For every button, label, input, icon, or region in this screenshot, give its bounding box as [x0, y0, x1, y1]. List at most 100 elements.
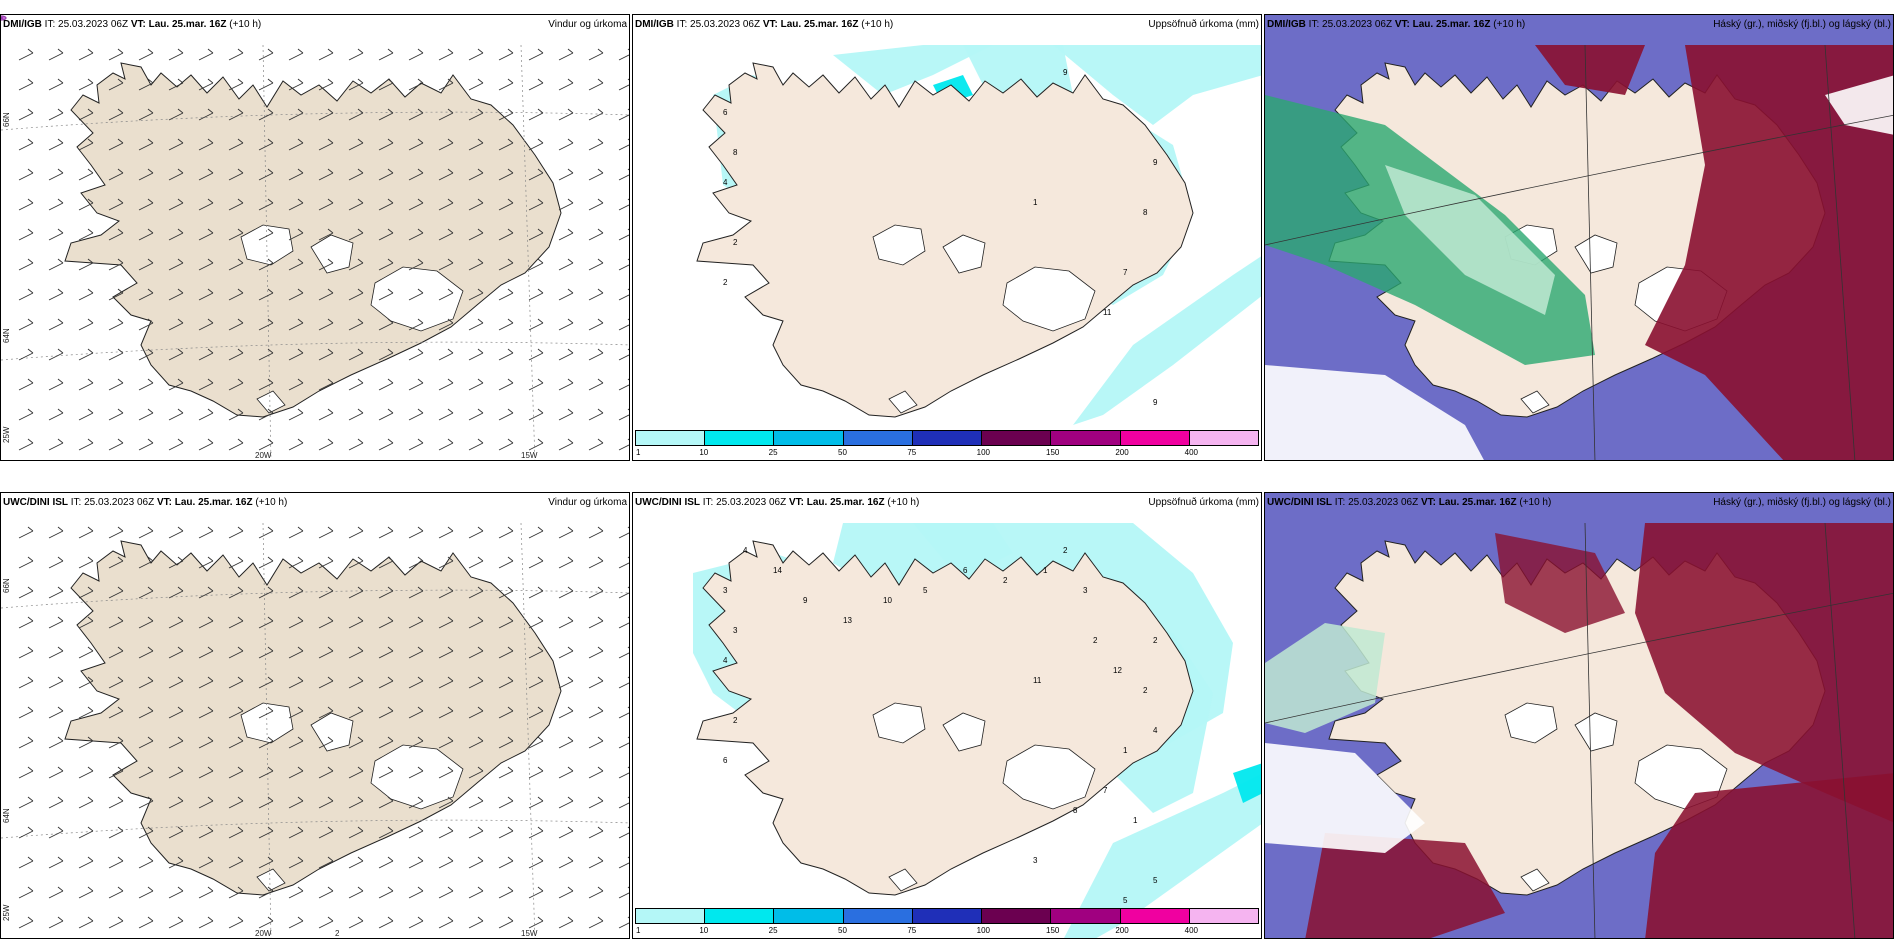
wind-barb: [378, 710, 394, 719]
precip-value-labels: 1.33.40.0.0.30.0.20.30.0.80.: [1, 498, 14, 528]
wind-barb: [408, 292, 424, 301]
wind-barb-flag: [357, 438, 364, 444]
issue-time: IT: 25.03.2023 06Z: [702, 497, 787, 508]
wind-barb-flag: [447, 138, 454, 144]
wind-barb-flag: [207, 78, 214, 84]
wind-barb-flag: [357, 138, 364, 144]
wind-barb-flag: [27, 586, 34, 592]
accum-value: 1: [1133, 816, 1138, 825]
wind-barb-flag: [177, 676, 184, 682]
wind-barb: [228, 442, 244, 451]
wind-barb-flag: [477, 348, 484, 354]
wind-barb: [48, 142, 64, 151]
legend-tick: 200: [1115, 926, 1129, 935]
wind-barb: [168, 142, 184, 151]
wind-barb: [108, 382, 124, 391]
wind-barb-flag: [27, 138, 34, 144]
precip-value-labels: 0.62.0.0.0.70.1.70.62.0.3.30.0.50.: [1, 30, 14, 60]
accum-area: [1064, 774, 1261, 938]
legend-tick: 1: [636, 448, 641, 457]
wind-barb-flag: [297, 586, 304, 592]
wind-barb-flag: [207, 766, 214, 772]
wind-barb-flag: [27, 706, 34, 712]
wind-barb-flag: [357, 108, 364, 114]
wind-barb: [48, 530, 64, 539]
wind-barb-flag: [267, 706, 274, 712]
wind-barb-flag: [477, 48, 484, 54]
wind-barb: [198, 412, 214, 421]
wind-barb: [558, 740, 574, 749]
wind-barb-flag: [177, 526, 184, 532]
wind-barb-flag: [297, 826, 304, 832]
wind-barb-flag: [87, 438, 94, 444]
wind-barb-flag: [537, 348, 544, 354]
wind-barb: [258, 680, 274, 689]
wind-barb-flag: [417, 676, 424, 682]
wind-barb-flag: [537, 826, 544, 832]
wind-barb-flag: [147, 168, 154, 174]
wind-barb: [468, 352, 484, 361]
precip-value: 0.8: [1, 518, 14, 528]
accum-value: 8: [733, 148, 738, 157]
wind-barb: [408, 442, 424, 451]
wind-barb: [228, 262, 244, 271]
wind-barb-flag: [507, 228, 514, 234]
wind-barb-flag: [567, 886, 574, 892]
wind-barb-flag: [267, 228, 274, 234]
wind-barb: [498, 232, 514, 241]
wind-barb-flag: [57, 318, 64, 324]
wind-barb-flag: [627, 766, 629, 769]
wind-barb-flag: [387, 676, 394, 682]
wind-barb: [18, 142, 34, 151]
wind-barb: [138, 232, 154, 241]
wind-barb-flag: [567, 646, 574, 652]
wind-barb-flag: [237, 258, 244, 264]
wind-barb: [408, 322, 424, 331]
low-cloud-area: [1385, 165, 1555, 315]
wind-barb: [468, 920, 484, 929]
wind-barb: [228, 382, 244, 391]
wind-barb: [228, 292, 244, 301]
legend-swatch: [912, 909, 983, 923]
wind-barb-flag: [117, 766, 124, 772]
wind-barb: [348, 82, 364, 91]
wind-barb: [468, 412, 484, 421]
wind-barb: [558, 650, 574, 659]
wind-barb-flag: [87, 228, 94, 234]
wind-barb: [138, 530, 154, 539]
wind-barb-flag: [537, 168, 544, 174]
wind-barb: [378, 560, 394, 569]
wind-barb: [48, 800, 64, 809]
wind-barb-flag: [297, 646, 304, 652]
wind-barb: [48, 262, 64, 271]
wind-barb-flag: [387, 348, 394, 354]
wind-barb-flag: [477, 108, 484, 114]
wind-barb-flag: [27, 556, 34, 562]
wind-barb-flag: [417, 198, 424, 204]
wind-barb-flag: [57, 706, 64, 712]
wind-barb-flag: [57, 408, 64, 414]
wind-barb-flag: [237, 288, 244, 294]
wind-barb-flag: [537, 556, 544, 562]
wind-barb: [258, 920, 274, 929]
panel-title: Vindur og úrkoma: [548, 19, 627, 30]
valid-time: Lau. 25.mar. 16Z: [780, 19, 859, 30]
precip-value: 0.6: [1, 30, 14, 40]
accum-value: 7: [1103, 786, 1108, 795]
wind-barb-flag: [327, 408, 334, 414]
accum-value: 2: [723, 278, 728, 287]
wind-barb: [258, 560, 274, 569]
wind-barb-flag: [147, 258, 154, 264]
wind-barb: [438, 710, 454, 719]
legend-tick: 25: [768, 448, 778, 457]
wind-barb-flag: [567, 48, 574, 54]
wind-barb-flag: [477, 408, 484, 414]
wind-barb-flag: [327, 526, 334, 532]
wind-barb-flag: [627, 826, 629, 829]
wind-barb-flag: [357, 556, 364, 562]
wind-barb: [18, 412, 34, 421]
wind-barb-flag: [327, 228, 334, 234]
wind-barb-flag: [417, 886, 424, 892]
wind-barb: [228, 800, 244, 809]
